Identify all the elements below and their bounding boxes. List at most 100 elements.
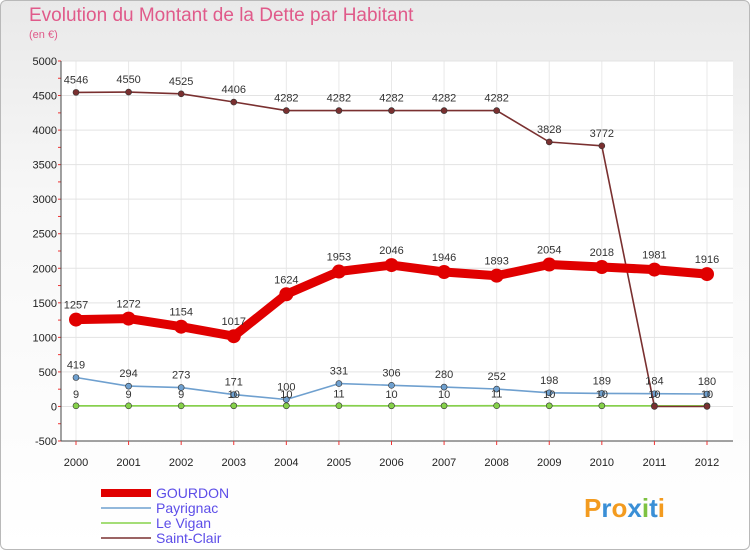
data-point-le-vigan: [72, 402, 80, 410]
y-tick-label: 500: [39, 367, 57, 379]
data-point-gourdon: [437, 265, 452, 280]
data-point-le-vigan: [177, 402, 185, 410]
data-point-le-vigan: [230, 402, 238, 410]
data-label-le-vigan: 11: [333, 389, 344, 401]
data-point-payrignac: [335, 380, 343, 387]
data-point-le-vigan: [493, 402, 500, 409]
data-point-payrignac: [440, 383, 448, 391]
plot-area: [61, 61, 733, 441]
data-label-le-vigan: 10: [280, 389, 292, 401]
legend-label-le-vigan: Le Vigan: [156, 515, 211, 531]
y-tick-label: -500: [35, 436, 57, 448]
data-point-payrignac: [177, 384, 185, 391]
data-point-payrignac: [388, 382, 395, 389]
data-label-saint-clair: 4282: [327, 93, 351, 105]
x-tick-label: 2011: [643, 457, 667, 469]
data-label-payrignac: 198: [540, 375, 558, 387]
data-point-saint-clair: [72, 89, 80, 96]
data-point-gourdon: [69, 312, 83, 327]
data-label-payrignac: 294: [119, 368, 137, 380]
data-point-gourdon: [542, 257, 557, 272]
data-point-payrignac: [230, 391, 238, 398]
data-label-gourdon: 1154: [169, 307, 193, 319]
data-label-le-vigan: 9: [126, 389, 132, 401]
data-label-gourdon: 1893: [484, 256, 508, 268]
data-point-gourdon: [700, 267, 714, 282]
data-label-le-vigan: 9: [178, 389, 184, 401]
data-point-le-vigan: [440, 402, 448, 410]
data-label-gourdon: 1953: [327, 252, 351, 264]
data-label-le-vigan: 10: [596, 389, 608, 401]
x-tick-label: 2004: [274, 457, 298, 469]
data-point-le-vigan: [545, 402, 553, 410]
data-point-saint-clair: [440, 107, 448, 114]
data-point-le-vigan: [598, 402, 606, 410]
x-tick-label: 2007: [432, 457, 456, 469]
data-label-saint-clair: 4406: [222, 84, 246, 96]
x-tick-label: 2010: [590, 457, 614, 469]
data-label-payrignac: 273: [172, 370, 190, 382]
data-label-saint-clair: 3772: [590, 128, 614, 140]
x-tick-label: 2008: [484, 457, 508, 469]
x-tick-label: 2012: [695, 457, 719, 469]
proxiti-logo: Proxiti: [584, 493, 665, 523]
x-tick-label: 2006: [379, 457, 403, 469]
data-point-saint-clair: [283, 107, 290, 114]
data-point-saint-clair: [598, 142, 606, 150]
data-point-gourdon: [594, 260, 609, 275]
data-point-le-vigan: [125, 402, 132, 410]
data-label-payrignac: 331: [330, 366, 348, 378]
data-point-le-vigan: [335, 402, 343, 409]
data-label-saint-clair: 4282: [484, 93, 508, 105]
y-tick-label: 2000: [33, 263, 57, 275]
y-tick-label: 2500: [33, 229, 57, 241]
data-label-gourdon: 2054: [537, 245, 561, 257]
data-label-saint-clair: 4282: [274, 93, 298, 105]
y-tick-label: 3500: [33, 160, 57, 172]
data-point-saint-clair: [177, 90, 185, 98]
y-tick-label: 1000: [33, 332, 57, 344]
data-label-payrignac: 280: [435, 369, 453, 381]
data-label-saint-clair: 4550: [116, 74, 140, 86]
data-label-payrignac: 306: [382, 367, 400, 379]
data-point-payrignac: [125, 382, 132, 390]
data-label-saint-clair: 4546: [64, 74, 88, 86]
data-label-payrignac: 171: [225, 377, 243, 389]
data-label-saint-clair: 4282: [432, 93, 456, 105]
x-tick-label: 2002: [169, 457, 193, 469]
data-point-payrignac: [545, 389, 553, 397]
x-tick-label: 2000: [64, 457, 88, 469]
legend-label-saint-clair: Saint-Clair: [156, 530, 222, 546]
data-point-saint-clair: [651, 403, 658, 410]
legend-label-gourdon: GOURDON: [156, 485, 229, 501]
data-point-gourdon: [121, 311, 136, 326]
y-tick-label: 3000: [33, 194, 57, 206]
data-point-payrignac: [598, 390, 606, 397]
data-point-gourdon: [647, 262, 662, 277]
data-point-gourdon: [489, 268, 504, 283]
data-label-le-vigan: 10: [701, 389, 713, 401]
data-point-saint-clair: [388, 107, 395, 114]
data-label-gourdon: 1257: [64, 300, 88, 312]
data-point-payrignac: [72, 374, 80, 381]
x-tick-label: 2001: [116, 457, 140, 469]
data-label-payrignac: 252: [487, 371, 505, 383]
data-label-saint-clair: 4282: [379, 93, 403, 105]
x-tick-label: 2003: [222, 457, 246, 469]
data-label-gourdon: 2046: [379, 245, 403, 257]
data-label-saint-clair: 3828: [537, 124, 561, 136]
data-label-gourdon: 1017: [222, 316, 246, 328]
legend-label-payrignac: Payrignac: [156, 500, 218, 516]
data-label-gourdon: 1624: [274, 274, 298, 286]
y-tick-label: 4500: [33, 91, 57, 103]
data-label-payrignac: 100: [277, 382, 295, 394]
data-point-gourdon: [331, 264, 346, 279]
data-point-gourdon: [384, 258, 399, 273]
data-label-saint-clair: 4525: [169, 76, 193, 88]
data-label-le-vigan: 11: [491, 389, 502, 401]
data-point-gourdon: [279, 287, 294, 302]
data-label-gourdon: 1981: [642, 250, 666, 262]
data-label-gourdon: 1272: [116, 299, 140, 311]
data-label-le-vigan: 10: [385, 389, 397, 401]
